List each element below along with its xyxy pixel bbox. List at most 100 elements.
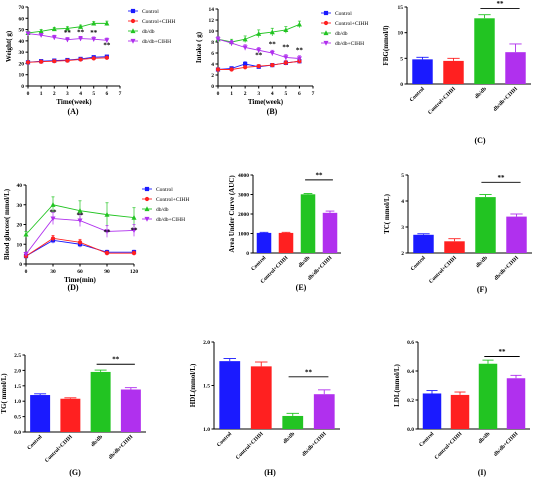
legend-marker xyxy=(323,30,329,36)
y-tick-label: 6 xyxy=(211,51,214,57)
y-tick-label: 1.0 xyxy=(14,399,21,405)
data-point xyxy=(39,59,44,64)
legend-label: db/db+CIHH xyxy=(156,217,185,223)
data-point xyxy=(91,37,97,42)
legend-label: db/db xyxy=(142,29,155,35)
x-tick-label: 0 xyxy=(25,269,28,275)
y-tick-label: 1.5 xyxy=(14,384,21,390)
y-tick-label: 8 xyxy=(211,40,214,46)
data-point xyxy=(25,60,31,65)
significance-mark: ** xyxy=(103,42,111,50)
legend-label: Control+CIHH xyxy=(142,19,175,25)
data-point xyxy=(229,67,234,72)
x-tick-label: 6 xyxy=(298,91,301,97)
chart-panel-d: 0 10 20 30 40 Blood glucose( mmol/L) 0 30 60 90 12… xyxy=(3,183,189,292)
y-tick-label: 0.4 xyxy=(407,369,414,375)
x-axis-label: Time(min) xyxy=(64,276,96,284)
x-axis-label: Time(week) xyxy=(248,98,284,106)
chart-panel-a: 0 10 20 30 40 50 60 70 Weight( g) 0 1 2 3 4 5 6 7 Time(we… xyxy=(5,5,175,116)
x-tick-label: 7 xyxy=(119,91,122,97)
x-tick-label: 4 xyxy=(79,91,82,97)
data-point xyxy=(78,24,84,29)
data-point xyxy=(242,36,248,42)
bar xyxy=(443,60,464,84)
significance-mark: ** xyxy=(269,40,277,48)
legend-marker xyxy=(130,8,136,14)
x-tick-label: 5 xyxy=(92,91,95,97)
category-label: db/db+CIHH xyxy=(493,255,520,282)
data-point xyxy=(64,37,70,43)
legend-label: db/db+CIHH xyxy=(335,41,364,47)
significance-mark: ** xyxy=(90,29,98,37)
series-dbdb xyxy=(25,20,110,36)
category-label: db/db+CIHH xyxy=(307,255,334,282)
x-axis-label: Time(week) xyxy=(56,98,92,106)
y-tick-label: 14 xyxy=(209,7,215,13)
data-point xyxy=(91,56,96,61)
y-tick-label: 0 xyxy=(246,251,249,257)
data-point xyxy=(131,251,137,256)
series-control_cihh xyxy=(25,55,109,65)
legend-marker xyxy=(130,28,136,34)
data-point xyxy=(64,25,70,31)
data-point xyxy=(38,28,44,34)
chart-panel-h: 1.0 1.5 2.0 HDL(mmol/L) Control Control+CIHH d… xyxy=(189,340,340,477)
y-axis-label: TG( mmol/L) xyxy=(0,373,8,414)
chart-panel-f: 2 3 4 5 TC( mmol/L) Control Control+CIHH db/db d… xyxy=(383,173,532,294)
significance-mark: ** xyxy=(497,0,505,8)
legend-label: Control xyxy=(335,11,352,17)
legend-marker xyxy=(323,10,329,16)
bar xyxy=(413,234,434,253)
legend-marker xyxy=(144,206,150,212)
bar xyxy=(60,398,81,432)
y-tick-label: 60 xyxy=(19,16,25,22)
data-point xyxy=(243,65,248,70)
legend-label: db/db xyxy=(156,207,169,213)
y-tick-label: 10 xyxy=(398,31,404,37)
panel-label: (B) xyxy=(267,107,278,116)
legend-label: Control+CIHH xyxy=(156,197,189,203)
legend-marker xyxy=(144,186,150,192)
data-point xyxy=(23,252,29,257)
data-point xyxy=(78,57,83,62)
data-point xyxy=(243,61,248,67)
y-tick-label: 10 xyxy=(19,73,25,79)
bar xyxy=(278,232,294,253)
panel-label: (A) xyxy=(67,107,78,116)
y-tick-label: 4 xyxy=(211,62,214,68)
series-dbdb xyxy=(215,20,302,45)
bar xyxy=(120,389,141,432)
y-axis-label: FBG(mmol/l) xyxy=(382,25,390,66)
y-tick-label: 70 xyxy=(19,5,25,11)
y-tick-label: 0 xyxy=(211,84,214,90)
category-label: db/db xyxy=(475,255,489,269)
bar xyxy=(282,415,304,429)
data-point xyxy=(215,67,221,72)
y-tick-label: 0.2 xyxy=(407,398,414,404)
y-tick-label: 3 xyxy=(401,225,404,231)
x-tick-label: 4 xyxy=(271,91,274,97)
y-axis-label: Area Under Curve (AUC) xyxy=(228,175,236,253)
data-point xyxy=(131,214,137,220)
data-point xyxy=(65,58,70,63)
y-tick-label: 12 xyxy=(209,18,215,24)
category-label: db/db+CIHH xyxy=(492,86,519,113)
y-tick-label: 30 xyxy=(19,50,25,56)
legend-label: db/db xyxy=(335,31,348,37)
category-label: Control+CIHH xyxy=(428,255,458,285)
x-tick-label: 6 xyxy=(105,91,108,97)
legend-marker xyxy=(323,20,329,26)
bar xyxy=(506,378,526,429)
y-tick-label: 5 xyxy=(400,56,403,62)
y-tick-label: 2000 xyxy=(238,212,249,218)
x-tick-label: 3 xyxy=(66,91,69,97)
series-dbdb_cihh xyxy=(23,212,137,257)
panel-label: (F) xyxy=(477,285,488,294)
bar xyxy=(300,194,316,253)
category-label: Control+CIHH xyxy=(434,431,464,461)
data-point xyxy=(25,31,31,37)
data-point xyxy=(52,59,57,64)
category-label: db/db+CIHH xyxy=(301,431,328,458)
